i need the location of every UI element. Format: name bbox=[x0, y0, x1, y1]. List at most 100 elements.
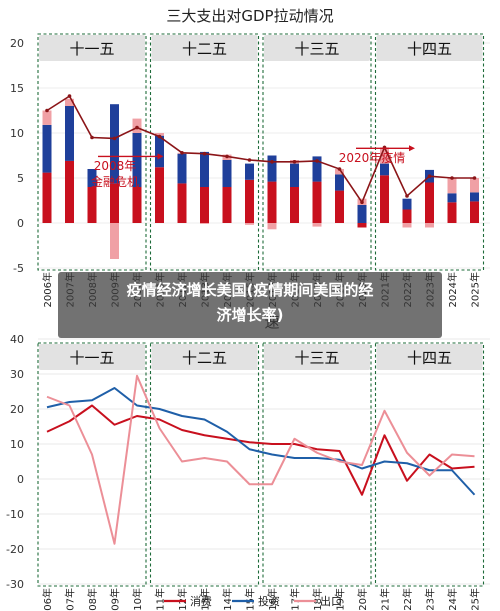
c0-bar-消费 bbox=[447, 202, 457, 223]
c0-bar-投资 bbox=[87, 169, 97, 187]
c0-growth-line bbox=[46, 94, 475, 204]
c1-x-tick-label: 2025年 bbox=[469, 588, 482, 611]
c0-y-tick-label: -5 bbox=[13, 262, 24, 275]
c0-bar-投资 bbox=[65, 106, 74, 161]
c1-x-tick-label: 2008年 bbox=[86, 588, 99, 611]
c0-growth-point bbox=[45, 108, 49, 113]
c0-growth-point bbox=[427, 174, 432, 178]
c0-period-label: 十一五 bbox=[69, 40, 114, 58]
c1-x-tick-label: 2019年 bbox=[334, 588, 347, 611]
c0-growth-point bbox=[157, 134, 162, 139]
c0-period-box bbox=[37, 33, 147, 271]
c0-bar-出口 bbox=[200, 223, 209, 224]
c0-y-tick-label: 20 bbox=[10, 37, 24, 50]
c1-period-header bbox=[264, 344, 370, 370]
c0-bar-投资 bbox=[110, 104, 119, 184]
c0-bar-消费 bbox=[87, 187, 97, 223]
caption-overlay bbox=[58, 272, 442, 338]
caption-line-1: 疫情经济增长美国(疫情期间美国的经 bbox=[126, 281, 374, 299]
c0-period-box bbox=[374, 33, 485, 271]
c0-bar-消费 bbox=[65, 160, 74, 223]
c0-y-tick-label: 10 bbox=[10, 127, 24, 140]
c0-bar-消费 bbox=[200, 187, 209, 223]
c0-growth-point bbox=[315, 159, 319, 163]
c0-bar-消费 bbox=[222, 187, 232, 223]
c0-bar-投资 bbox=[222, 160, 232, 187]
c0-x-tick-label: 2024年 bbox=[446, 272, 459, 307]
c0-bar-投资 bbox=[42, 124, 52, 173]
c1-period-label: 十一五 bbox=[69, 349, 114, 367]
c0-period-header bbox=[264, 35, 370, 61]
c1-period-header bbox=[39, 344, 145, 370]
c1-x-tick-label: 2017年 bbox=[289, 588, 302, 611]
c1-series-line-出口 bbox=[46, 374, 475, 545]
c0-bar-消费 bbox=[267, 181, 277, 223]
c0-bar-出口 bbox=[312, 223, 322, 227]
c0-bar-投资 bbox=[290, 163, 299, 187]
c1-x-tick-label: 2009年 bbox=[109, 588, 122, 611]
c1-x-tick-label: 2015年 bbox=[244, 588, 257, 611]
c0-bar-消费 bbox=[132, 187, 142, 223]
c0-period-box bbox=[262, 33, 372, 271]
c1-series-line-消费 bbox=[46, 404, 475, 496]
c0-bar-出口 bbox=[402, 223, 412, 228]
c1-period-box bbox=[37, 342, 147, 587]
c1-legend-label: 投资 bbox=[258, 594, 280, 608]
c1-period-label: 十三五 bbox=[294, 349, 339, 367]
c0-bar-投资 bbox=[447, 193, 457, 203]
c0-bar-消费 bbox=[177, 183, 187, 223]
c0-bar-出口 bbox=[267, 223, 277, 230]
c1-period-box bbox=[374, 342, 485, 587]
c1-x-tick-label: 2022年 bbox=[401, 588, 414, 611]
c0-bar-消费 bbox=[425, 182, 434, 223]
c0-y-tick-label: 15 bbox=[10, 82, 24, 95]
c0-growth-point bbox=[180, 151, 184, 155]
c0-bar-出口 bbox=[155, 133, 164, 136]
caption-line-2: 济增长率) bbox=[216, 306, 284, 324]
c0-x-tick-label: 2025年 bbox=[469, 272, 482, 307]
c0-growth-point bbox=[225, 154, 229, 159]
c0-growth-point bbox=[112, 136, 117, 141]
c1-y-tick-label: 40 bbox=[10, 333, 24, 346]
c0-growth-point bbox=[337, 167, 342, 171]
c0-bar-消费 bbox=[380, 175, 389, 223]
c1-y-tick-label: 20 bbox=[10, 403, 24, 416]
c0-growth-point bbox=[472, 176, 477, 180]
c0-bar-消费 bbox=[335, 190, 344, 223]
c0-bar-投资 bbox=[245, 163, 254, 180]
c0-bar-消费 bbox=[312, 181, 322, 223]
c1-x-tick-label: 2010年 bbox=[131, 588, 144, 611]
c0-bar-出口 bbox=[42, 110, 52, 125]
c0-growth-point bbox=[360, 200, 364, 205]
c0-bar-消费 bbox=[110, 183, 119, 223]
c1-y-tick-label: -30 bbox=[6, 578, 24, 591]
c1-x-tick-label: 2016年 bbox=[266, 588, 279, 611]
caption-text: 疫情经济增长美国(疫情期间美国的经 济增长率) bbox=[64, 278, 436, 328]
c0-bar-出口 bbox=[380, 147, 389, 164]
c0-bar-消费 bbox=[470, 201, 479, 223]
c0-growth-point bbox=[247, 158, 252, 162]
c1-x-tick-label: 2007年 bbox=[64, 588, 77, 611]
c1-x-tick-label: 2018年 bbox=[311, 588, 324, 611]
c0-growth-point bbox=[202, 151, 207, 156]
c0-title: 三大支出对GDP拉动情况 bbox=[166, 7, 333, 25]
c0-period-box bbox=[149, 33, 260, 271]
c1-series-line-投资 bbox=[46, 387, 476, 496]
c0-growth-point bbox=[135, 125, 139, 130]
c1-x-tick-label: 2014年 bbox=[221, 588, 234, 611]
c0-x-tick-label: 2006年 bbox=[41, 272, 54, 307]
c1-x-tick-label: 2012年 bbox=[176, 588, 189, 611]
c0-annotation-text: 金融危机 bbox=[91, 174, 139, 189]
c0-bar-消费 bbox=[290, 187, 299, 223]
c1-period-box bbox=[262, 342, 372, 587]
c0-y-tick-label: 5 bbox=[17, 172, 24, 185]
c1-x-tick-label: 2013年 bbox=[199, 588, 212, 611]
c1-x-tick-label: 2011年 bbox=[154, 588, 167, 611]
c0-bar-投资 bbox=[132, 133, 142, 187]
c0-bar-消费 bbox=[402, 209, 412, 223]
c0-bar-投资 bbox=[335, 174, 344, 191]
c0-annotation-text: 2020年疫情 bbox=[339, 150, 406, 165]
c0-period-header bbox=[376, 35, 483, 61]
c1-y-tick-label: 10 bbox=[10, 438, 24, 451]
c0-growth-point bbox=[292, 160, 297, 164]
